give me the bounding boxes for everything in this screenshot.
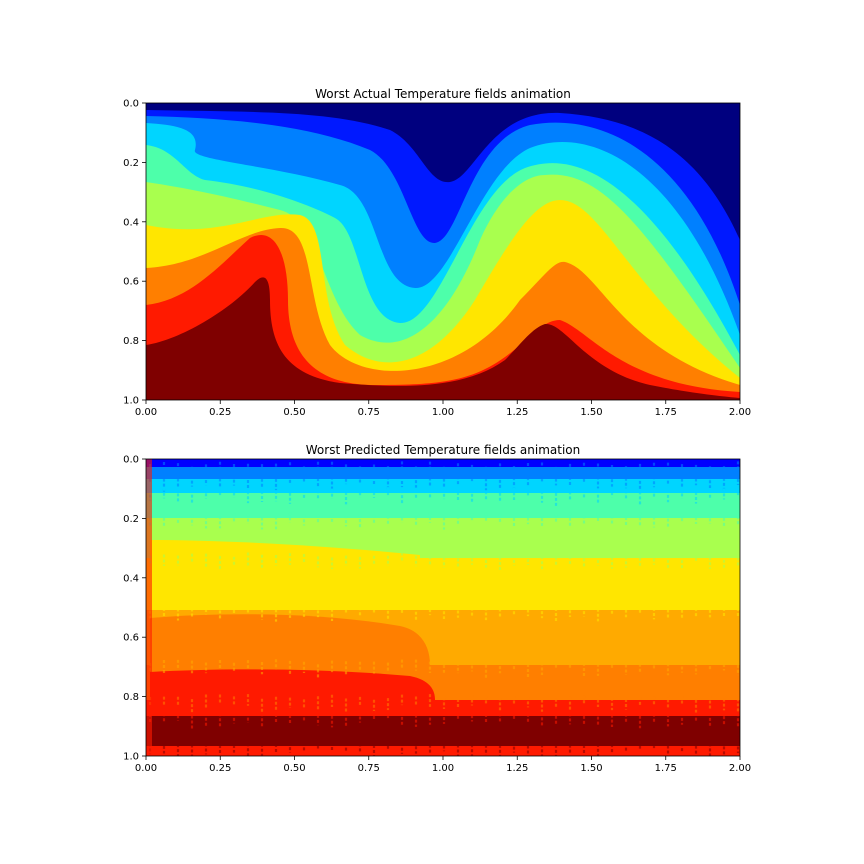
predicted-x-axis: 0.00 0.25 0.50 0.75 1.00 1.25 1.50 1.75 2.00 bbox=[135, 756, 751, 774]
x-tick-label: 0.75 bbox=[358, 407, 380, 418]
y-tick-label: 0.2 bbox=[123, 158, 139, 169]
band-level-0 bbox=[146, 459, 740, 467]
x-tick-label: 2.00 bbox=[729, 763, 751, 774]
predicted-y-axis: 0.0 0.2 0.4 0.6 0.8 1.0 bbox=[123, 455, 146, 763]
x-tick-label: 1.25 bbox=[506, 763, 528, 774]
y-tick-label: 0.2 bbox=[123, 514, 139, 525]
x-tick-label: 1.00 bbox=[432, 763, 454, 774]
x-tick-label: 1.75 bbox=[655, 407, 677, 418]
actual-field-title: Worst Actual Temperature fields animatio… bbox=[315, 87, 571, 101]
y-tick-label: 0.0 bbox=[123, 455, 139, 466]
x-tick-label: 0.50 bbox=[283, 407, 305, 418]
left-edge-artifact bbox=[146, 459, 152, 756]
actual-x-axis: 0.00 0.25 0.50 0.75 1.00 1.25 1.50 1.75 2.00 bbox=[135, 400, 751, 418]
x-tick-label: 2.00 bbox=[729, 407, 751, 418]
y-tick-label: 1.0 bbox=[123, 396, 139, 407]
x-tick-label: 1.25 bbox=[506, 407, 528, 418]
y-tick-label: 0.0 bbox=[123, 99, 139, 110]
x-tick-label: 0.50 bbox=[283, 763, 305, 774]
contour-level-9 bbox=[146, 277, 740, 400]
predicted-field-contours bbox=[146, 459, 740, 756]
y-tick-label: 0.8 bbox=[123, 336, 139, 347]
y-tick-label: 0.6 bbox=[123, 633, 139, 644]
predicted-field-title: Worst Predicted Temperature fields anima… bbox=[306, 443, 580, 457]
y-tick-label: 0.8 bbox=[123, 692, 139, 703]
x-tick-label: 0.25 bbox=[209, 407, 231, 418]
y-tick-label: 1.0 bbox=[123, 752, 139, 763]
x-tick-label: 1.75 bbox=[655, 763, 677, 774]
x-tick-label: 0.00 bbox=[135, 763, 157, 774]
y-tick-label: 0.6 bbox=[123, 277, 139, 288]
x-tick-label: 1.00 bbox=[432, 407, 454, 418]
lobe-red-left bbox=[150, 669, 435, 700]
y-tick-label: 0.4 bbox=[123, 217, 139, 228]
actual-field-panel: Worst Actual Temperature fields animatio… bbox=[123, 87, 751, 418]
actual-y-axis: 0.0 0.2 0.4 0.6 0.8 1.0 bbox=[123, 99, 146, 407]
x-tick-label: 0.25 bbox=[209, 763, 231, 774]
x-tick-label: 1.50 bbox=[580, 407, 602, 418]
lobe-orange-left bbox=[150, 614, 430, 665]
x-tick-label: 1.50 bbox=[580, 763, 602, 774]
x-tick-label: 0.00 bbox=[135, 407, 157, 418]
actual-field-contours bbox=[146, 103, 740, 400]
noise-streaks bbox=[148, 461, 740, 756]
x-tick-label: 0.75 bbox=[358, 763, 380, 774]
y-tick-label: 0.4 bbox=[123, 573, 139, 584]
lobe-yellow-left bbox=[150, 540, 420, 560]
band-level-5 bbox=[146, 558, 740, 610]
predicted-field-panel: Worst Predicted Temperature fields anima… bbox=[123, 443, 751, 774]
